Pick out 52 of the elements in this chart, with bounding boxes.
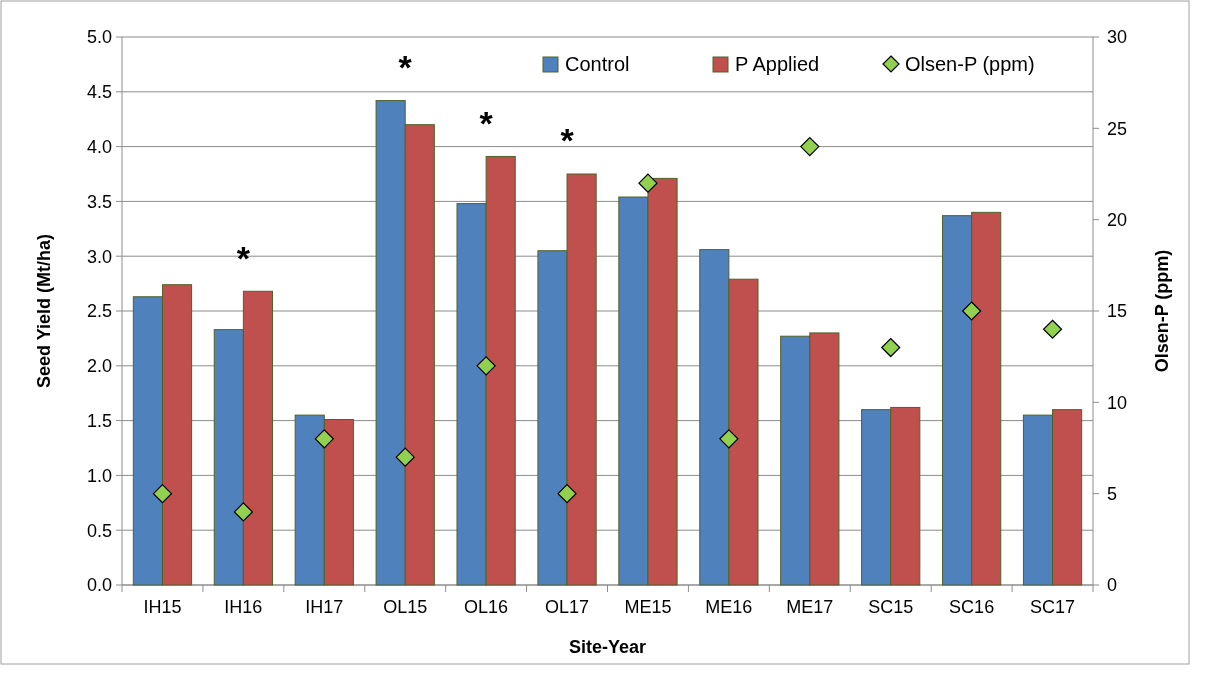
- x-tick-label: SC16: [949, 597, 995, 617]
- point: [233, 502, 253, 522]
- point: [314, 429, 334, 449]
- x-tick-label: ME15: [624, 597, 672, 617]
- y-tick-label: 3.5: [86, 191, 112, 212]
- y-tick-label: 1.0: [86, 465, 112, 486]
- point: [152, 484, 173, 504]
- y2-tick-label: 5: [1107, 483, 1118, 504]
- annotation: *: [560, 121, 575, 160]
- y-tick-label: 0.0: [86, 575, 112, 596]
- y2-tick-label: 0: [1107, 575, 1118, 596]
- x-axis-title: Site-Year: [568, 637, 647, 657]
- y2-tick-label: 25: [1107, 118, 1128, 139]
- point: [557, 484, 577, 504]
- point: [638, 173, 658, 193]
- x-tick-label: IH15: [143, 597, 182, 617]
- x-tick-label: IH17: [305, 597, 344, 617]
- x-tick-label: OL17: [545, 597, 590, 617]
- x-tick-label: SC15: [868, 597, 914, 617]
- y2-tick-label: 20: [1107, 209, 1128, 230]
- legend-label: Control: [565, 53, 630, 75]
- legend-label: Olsen-P (ppm): [905, 53, 1035, 75]
- y2-tick-label: 30: [1107, 27, 1128, 48]
- annotation: *: [398, 47, 413, 86]
- annotation: *: [479, 103, 494, 142]
- x-tick-label: ME17: [786, 597, 834, 617]
- y-tick-label: 5.0: [86, 27, 112, 48]
- y2-axis-title: Olsen-P (ppm): [1152, 249, 1172, 373]
- y2-tick-label: 10: [1107, 392, 1128, 413]
- point: [800, 137, 820, 157]
- x-tick-label: OL15: [383, 597, 428, 617]
- y-tick-label: 2.0: [86, 356, 112, 377]
- y-tick-label: 4.5: [86, 82, 112, 103]
- point: [962, 301, 982, 321]
- legend-label: P Applied: [735, 53, 820, 75]
- point: [1042, 319, 1063, 339]
- annotation: *: [236, 238, 251, 277]
- point: [395, 447, 415, 467]
- y-tick-label: 3.0: [86, 246, 112, 267]
- y-tick-label: 1.5: [86, 410, 112, 431]
- y-tick-label: 0.5: [86, 520, 112, 541]
- x-tick-label: IH16: [224, 597, 263, 617]
- y2-tick-label: 15: [1107, 301, 1128, 322]
- y-tick-label: 2.5: [86, 301, 112, 322]
- point: [719, 429, 739, 449]
- y-axis-title: Seed Yield (Mt/ha): [34, 233, 54, 389]
- x-tick-label: ME16: [705, 597, 753, 617]
- x-tick-label: SC17: [1030, 597, 1076, 617]
- x-tick-label: OL16: [464, 597, 509, 617]
- y-tick-label: 4.0: [86, 136, 112, 157]
- point: [881, 337, 901, 358]
- point: [476, 356, 496, 376]
